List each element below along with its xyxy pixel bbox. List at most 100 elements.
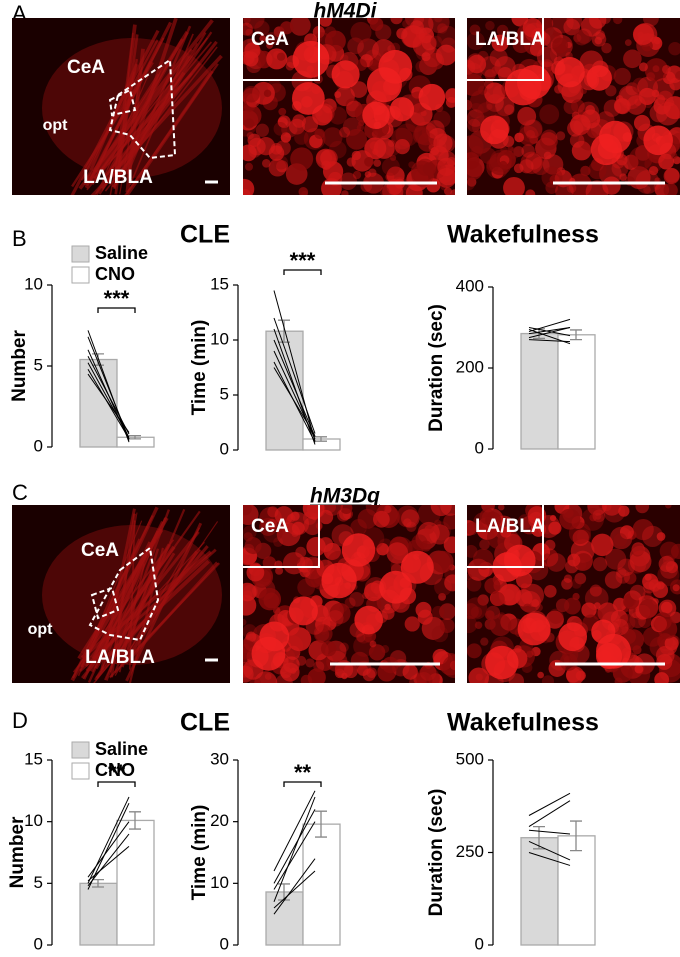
texture xyxy=(566,183,577,193)
texture xyxy=(450,189,455,195)
texture xyxy=(440,505,455,516)
bar xyxy=(302,823,341,946)
texture xyxy=(491,66,500,74)
region-label: opt xyxy=(43,117,69,134)
significance-bracket xyxy=(283,781,322,787)
texture xyxy=(390,18,403,25)
texture xyxy=(346,128,367,150)
texture xyxy=(297,578,316,597)
texture xyxy=(278,107,287,116)
paired-line xyxy=(87,821,130,878)
texture xyxy=(362,591,370,599)
texture xyxy=(350,81,368,98)
texture xyxy=(431,550,454,573)
texture xyxy=(339,126,351,138)
texture xyxy=(613,67,631,85)
texture xyxy=(619,525,634,540)
texture xyxy=(362,668,376,682)
texture xyxy=(536,46,558,67)
image-row-title: hM3Dq xyxy=(310,485,380,508)
texture xyxy=(364,156,374,167)
texture xyxy=(291,530,299,537)
texture xyxy=(412,127,430,144)
paired-line xyxy=(273,870,316,909)
fiber xyxy=(124,561,219,665)
texture xyxy=(652,78,675,101)
texture xyxy=(320,641,337,657)
fiber xyxy=(86,41,213,191)
texture xyxy=(416,666,440,683)
cell xyxy=(598,120,632,154)
y-tick-label: 15 xyxy=(24,749,43,768)
texture xyxy=(626,95,647,115)
texture xyxy=(573,29,590,46)
texture xyxy=(473,512,493,532)
texture xyxy=(289,18,311,36)
region-label: opt xyxy=(28,621,54,638)
cell xyxy=(362,101,390,130)
texture xyxy=(605,85,617,97)
texture xyxy=(467,643,482,659)
paired-line xyxy=(273,339,316,437)
texture xyxy=(638,599,659,619)
cell xyxy=(643,125,673,156)
texture xyxy=(328,106,347,125)
paired-line xyxy=(528,792,571,816)
y-axis-label: Number xyxy=(7,816,28,888)
texture xyxy=(665,505,672,509)
texture xyxy=(261,158,271,168)
texture xyxy=(387,140,395,147)
texture xyxy=(243,618,247,626)
cell xyxy=(503,544,536,577)
legend-label: Saline xyxy=(95,739,148,759)
cell xyxy=(291,82,325,115)
texture xyxy=(322,127,343,148)
paired-line xyxy=(528,852,571,866)
texture xyxy=(417,609,433,625)
texture xyxy=(431,625,449,643)
error-bar xyxy=(92,878,104,888)
cell xyxy=(341,533,376,567)
texture xyxy=(290,553,301,565)
texture xyxy=(389,154,397,162)
texture xyxy=(543,553,551,560)
texture xyxy=(499,160,508,169)
texture xyxy=(467,573,472,581)
significance-label: *** xyxy=(104,286,130,311)
fiber xyxy=(104,46,218,192)
texture xyxy=(467,109,485,127)
fiber xyxy=(84,21,173,189)
region-outline xyxy=(108,58,177,160)
texture xyxy=(259,35,267,42)
texture xyxy=(434,18,443,23)
texture xyxy=(402,19,411,28)
texture xyxy=(479,539,490,550)
texture xyxy=(352,170,362,180)
texture xyxy=(575,670,586,681)
texture xyxy=(527,506,547,525)
texture xyxy=(552,37,569,54)
texture xyxy=(615,569,631,584)
texture xyxy=(525,153,542,170)
texture xyxy=(670,152,678,159)
inset-frame xyxy=(243,18,320,81)
paired-line xyxy=(87,845,130,882)
texture xyxy=(548,521,562,535)
texture xyxy=(624,571,637,585)
y-tick-label: 30 xyxy=(210,749,229,768)
texture xyxy=(619,173,627,181)
cell xyxy=(485,645,519,680)
texture xyxy=(340,505,353,515)
texture xyxy=(467,152,480,170)
texture xyxy=(602,176,621,195)
texture xyxy=(612,618,629,636)
fiber xyxy=(85,510,201,672)
group-title: CLE xyxy=(180,709,230,737)
texture xyxy=(246,132,254,140)
region-outline xyxy=(108,88,137,117)
texture xyxy=(483,79,494,89)
texture xyxy=(283,656,300,673)
texture xyxy=(563,574,573,583)
panel-label: C xyxy=(12,480,28,505)
